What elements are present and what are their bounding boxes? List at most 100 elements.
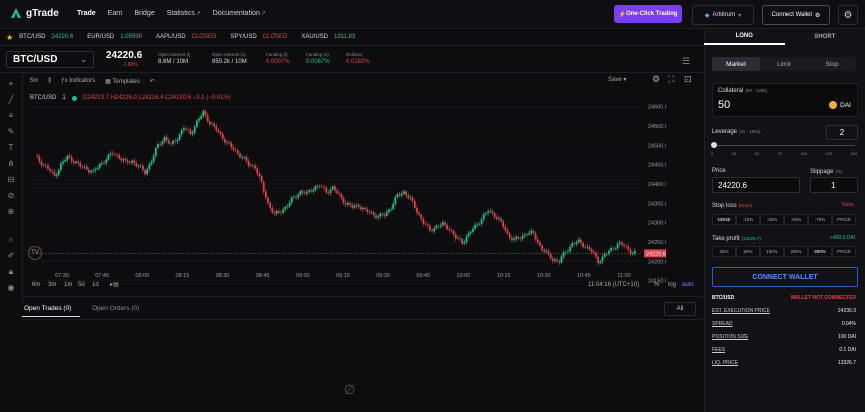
leverage-slider-handle[interactable]: [711, 142, 717, 148]
sl-option[interactable]: -25%: [760, 214, 784, 225]
range-1d[interactable]: 1d: [92, 282, 99, 288]
tp-option[interactable]: 50%: [736, 246, 760, 257]
nav-earn[interactable]: Earn: [107, 10, 123, 17]
order-type-stop[interactable]: Stop: [825, 60, 839, 68]
interval-selector[interactable]: 5m: [30, 78, 39, 84]
candle-body: [284, 207, 287, 210]
fullscreen-icon[interactable]: ⛶: [668, 74, 675, 84]
tradingview-logo-icon[interactable]: TV: [28, 246, 42, 260]
camera-icon[interactable]: ⊡: [684, 74, 692, 84]
fib-icon[interactable]: ≡: [8, 111, 14, 120]
undo-icon[interactable]: ↶: [149, 78, 155, 85]
ticker-item-btc[interactable]: BTC/USD 24220.6: [19, 34, 73, 40]
tab-open-trades[interactable]: Open Trades (0): [24, 305, 72, 312]
tab-long[interactable]: LONG: [704, 29, 785, 45]
ticker-item-xau[interactable]: XAU/USD 1911.83: [301, 34, 355, 40]
log-toggle[interactable]: log: [668, 282, 677, 288]
sl-option[interactable]: NONE: [712, 214, 736, 225]
menu-icon[interactable]: ☰: [682, 56, 691, 66]
candle-type-icon[interactable]: ⫼: [48, 77, 52, 84]
ticker-pair: XAU/USD: [301, 34, 329, 40]
range-1m[interactable]: 1m: [64, 282, 73, 288]
range-5d[interactable]: 5d: [78, 282, 85, 288]
y-tick-label: 24450.0: [648, 163, 666, 169]
ticker-item-aapl[interactable]: AAPL/USD CLOSED: [156, 34, 216, 40]
order-type-market[interactable]: Market: [712, 57, 760, 71]
date-range-icon[interactable]: ▸▤: [110, 282, 119, 288]
indicators-button[interactable]: ƒx Indicators: [61, 78, 95, 84]
candle-body: [92, 170, 95, 171]
leverage-input[interactable]: 2: [826, 125, 858, 140]
measure-icon[interactable]: ⊟: [7, 175, 15, 184]
save-button[interactable]: Save ▾: [608, 76, 626, 83]
eye-icon[interactable]: ◉: [7, 283, 15, 292]
candle-body: [131, 160, 133, 163]
nav-trade[interactable]: Trade: [77, 10, 96, 17]
nav-documentation[interactable]: Documentation↗: [213, 10, 266, 17]
order-type-limit[interactable]: Limit: [777, 60, 791, 68]
network-selector[interactable]: ◆ Arbitrum ▾: [692, 5, 754, 25]
candle-body: [601, 256, 604, 262]
sl-option[interactable]: -10%: [736, 214, 760, 225]
pattern-icon[interactable]: ⋔: [7, 159, 15, 168]
range-3m[interactable]: 3m: [48, 282, 57, 288]
tab-short[interactable]: SHORT: [814, 34, 836, 40]
tab-open-orders[interactable]: Open Orders (0): [92, 305, 140, 312]
lock-icon[interactable]: 🔒︎: [8, 267, 14, 276]
candle-body: [161, 141, 164, 145]
price-chart[interactable]: 24600.0 24550.0 24500.0 24450.0 24400.0 24350…: [22, 89, 666, 289]
tp-option[interactable]: 100%: [760, 246, 784, 257]
tp-option[interactable]: 25%: [712, 246, 736, 257]
sl-option[interactable]: -75%: [808, 214, 832, 225]
pencil-lock-icon[interactable]: ✐: [7, 251, 15, 260]
sl-option[interactable]: PRICE: [832, 214, 856, 225]
candle-body: [329, 189, 332, 194]
tp-option[interactable]: 300%: [784, 246, 808, 257]
candle-body: [314, 186, 317, 190]
text-tool-icon[interactable]: T: [8, 143, 14, 152]
candle-body: [411, 197, 414, 202]
leverage-marks: 2 25 50 75 100 125 150: [711, 151, 857, 156]
ticker-item-eur[interactable]: EUR/USD 1.05930: [87, 34, 142, 40]
magnet-icon[interactable]: ∩: [8, 235, 14, 244]
brush-icon[interactable]: ✎: [7, 127, 15, 136]
tp-option[interactable]: PRICE: [832, 246, 856, 257]
sl-option[interactable]: -50%: [784, 214, 808, 225]
all-filter-button[interactable]: All: [664, 302, 696, 316]
settings-button[interactable]: ⚙: [838, 5, 858, 25]
connect-wallet-panel-button[interactable]: CONNECT WALLET: [712, 267, 858, 287]
templates-button[interactable]: ▦ Templates: [105, 78, 140, 85]
tp-option[interactable]: 900%: [808, 246, 832, 257]
crosshair-icon[interactable]: +: [8, 79, 14, 88]
leverage-slider-track[interactable]: [713, 145, 855, 146]
candle-body: [368, 211, 371, 213]
candle-body: [83, 166, 86, 168]
candle-body: [521, 235, 524, 240]
slippage-input[interactable]: 1: [810, 177, 858, 193]
one-click-trading-button[interactable]: ⚡ One-Click Trading: [614, 5, 682, 23]
favorites-star-icon[interactable]: ★: [6, 32, 14, 42]
collateral-field[interactable]: Collateral (50 - 125k) 50 DAI: [712, 83, 858, 117]
zoom-icon[interactable]: ⊕: [7, 207, 15, 216]
pair-selector[interactable]: BTC/USD ⌄: [6, 51, 94, 68]
candle-body: [213, 123, 215, 127]
candle-body: [323, 186, 326, 188]
trendline-icon[interactable]: ╱: [8, 95, 14, 104]
percent-toggle[interactable]: %: [654, 282, 660, 288]
logo[interactable]: gTrade: [10, 7, 59, 19]
auto-toggle[interactable]: auto: [682, 282, 694, 288]
candle-body: [204, 111, 207, 116]
connect-wallet-button[interactable]: Connect Wallet ⚙: [762, 5, 830, 25]
nav-bridge[interactable]: Bridge: [134, 10, 155, 17]
lev-mark: 100: [800, 151, 807, 156]
ticker-item-spy[interactable]: SPY/USD CLOSED: [230, 34, 287, 40]
candle-body: [409, 197, 412, 199]
ruler-icon[interactable]: ⊘: [7, 191, 15, 200]
candle-body: [176, 139, 179, 142]
collateral-value[interactable]: 50: [718, 99, 731, 111]
candle-body: [174, 140, 177, 142]
candle-body: [264, 191, 267, 198]
range-6m[interactable]: 6m: [32, 282, 41, 288]
chart-settings-icon[interactable]: ⚙: [652, 74, 661, 84]
nav-statistics[interactable]: Statistics↗: [167, 10, 201, 17]
